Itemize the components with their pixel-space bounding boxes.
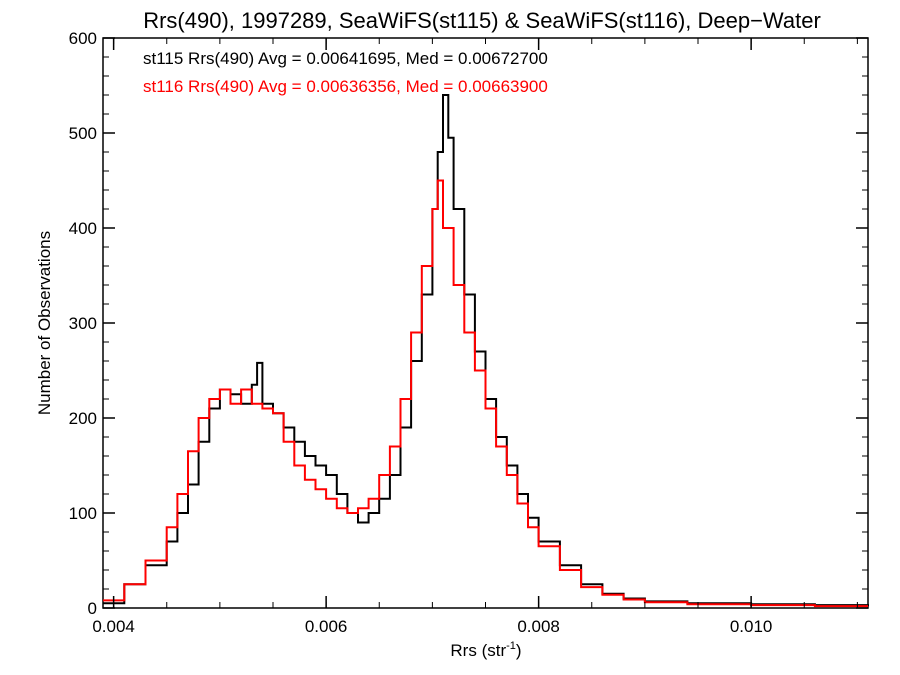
x-axis-title: Rrs (str-1): [450, 640, 521, 660]
y-tick-label: 100: [69, 504, 97, 523]
y-tick-label: 200: [69, 409, 97, 428]
series-line-2: [103, 179, 868, 608]
x-axis-title-superscript: -1: [506, 640, 516, 652]
y-tick-label: 600: [69, 29, 97, 48]
x-axis-title-end: ): [516, 641, 522, 660]
stats-annotation-1: st115 Rrs(490) Avg = 0.00641695, Med = 0…: [143, 49, 548, 68]
y-tick-label: 300: [69, 314, 97, 333]
series-line-1: [103, 94, 869, 607]
y-axis-title: Number of Observations: [35, 231, 54, 415]
ticks-layer: 0.004 0.006 0.008 0.010 0 100 200 300 400 500 600: [69, 29, 868, 636]
x-tick-label: 0.008: [517, 617, 560, 636]
x-tick-label: 0.004: [92, 617, 135, 636]
y-tick-label: 400: [69, 219, 97, 238]
x-axis-title-main: Rrs (str: [450, 641, 506, 660]
y-tick-label: 500: [69, 124, 97, 143]
x-tick-label: 0.006: [305, 617, 348, 636]
series-layer: [103, 94, 869, 608]
x-tick-label: 0.010: [730, 617, 773, 636]
chart-title: Rrs(490), 1997289, SeaWiFS(st115) & SeaW…: [143, 8, 821, 33]
plot-frame: [102, 37, 869, 609]
y-tick-label: 0: [88, 599, 97, 618]
annotations-layer: st115 Rrs(490) Avg = 0.00641695, Med = 0…: [143, 49, 548, 96]
stats-annotation-2: st116 Rrs(490) Avg = 0.00636356, Med = 0…: [143, 77, 548, 96]
